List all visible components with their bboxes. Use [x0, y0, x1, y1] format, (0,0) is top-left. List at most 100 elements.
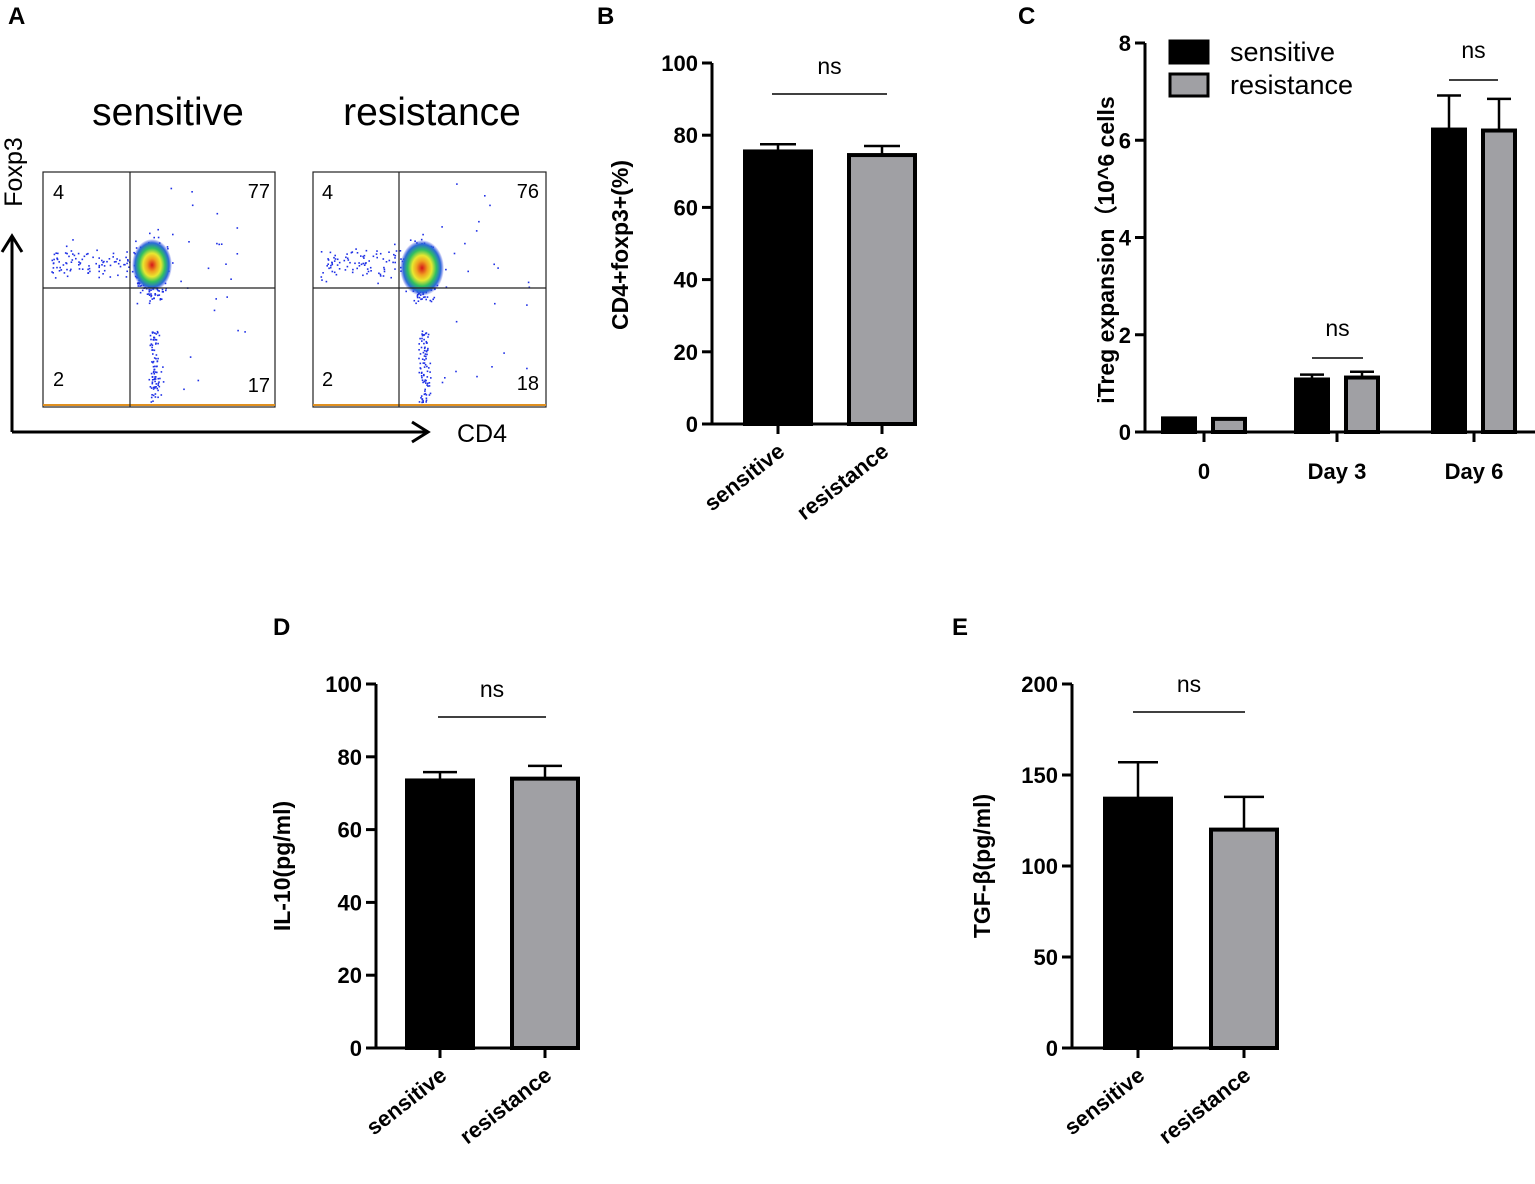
flow-event-dot	[58, 270, 61, 272]
flow-event-dot	[362, 274, 364, 277]
flow-event-dot	[425, 357, 427, 360]
flow-event-dot	[425, 350, 428, 352]
flow-event-dot	[70, 268, 72, 271]
y-tick-label: 0	[686, 412, 698, 437]
flow-event-dot	[455, 370, 457, 373]
flow-event-dot	[364, 262, 367, 265]
flow-event-dot	[157, 389, 159, 392]
flow-event-dot	[372, 255, 375, 258]
flow-event-dot	[154, 365, 156, 368]
flow-event-dot	[113, 261, 116, 263]
legend-label-resistance: resistance	[1230, 70, 1353, 100]
flow-event-dot	[346, 253, 348, 255]
y-tick-label: 80	[674, 123, 698, 148]
flow-event-dot	[159, 298, 162, 300]
flow-event-dot	[141, 289, 144, 292]
flow-event-dot	[152, 365, 155, 368]
flow-event-dot	[420, 346, 423, 349]
flow-event-dot	[150, 387, 153, 389]
flow-event-dot	[66, 275, 69, 278]
flow-event-dot	[139, 285, 141, 287]
flow-event-dot	[424, 364, 427, 366]
y-tick-label: 0	[350, 1036, 362, 1061]
legend-label-sensitive: sensitive	[1230, 37, 1335, 67]
flow-event-dot	[422, 334, 425, 336]
flow-event-dot	[78, 264, 80, 266]
flow-event-dot	[115, 260, 117, 263]
flow-event-dot	[503, 352, 505, 354]
x-tick-label: sensitive	[1059, 1062, 1149, 1140]
flow-event-dot	[405, 290, 407, 293]
bar-sensitive	[405, 778, 475, 1051]
flow-event-dot	[345, 256, 347, 259]
flow-event-dot	[360, 255, 362, 257]
y-tick-label: 6	[1119, 128, 1131, 153]
flow-event-dot	[216, 242, 218, 245]
flow-event-dot	[151, 361, 153, 363]
flow-event-dot	[128, 266, 130, 268]
quadrant-bottom-right: 17	[248, 375, 270, 397]
flow-event-dot	[155, 386, 157, 388]
flow-event-dot	[369, 266, 372, 269]
flow-event-dot	[55, 252, 57, 254]
flow-event-dot	[146, 293, 149, 295]
flow-event-dot	[420, 395, 423, 397]
flow-event-dot	[157, 289, 159, 292]
flow-event-dot	[157, 332, 159, 334]
flow-event-dot	[420, 238, 423, 241]
flow-event-dot	[421, 337, 423, 340]
flow-event-dot	[425, 355, 427, 358]
flow-event-dot	[159, 377, 161, 380]
flow-event-dot	[149, 232, 151, 235]
bar-resistance	[1344, 375, 1380, 435]
y-tick-label: 50	[1034, 945, 1058, 970]
flow-event-dot	[382, 275, 385, 277]
flow-event-dot	[427, 336, 429, 338]
flow-event-dot	[429, 299, 432, 302]
flow-event-dot	[365, 249, 368, 252]
flow-event-dot	[394, 254, 397, 257]
flow-event-dot	[151, 298, 154, 300]
flow-event-dot	[56, 266, 58, 269]
x-tick-label: 0	[1198, 459, 1210, 484]
flow-event-dot	[155, 354, 158, 356]
y-tick-label: 8	[1119, 31, 1131, 56]
flow-event-dot	[346, 265, 349, 268]
flow-event-dot	[237, 329, 239, 332]
y-axis-label: TGF-β(pg/ml)	[969, 794, 995, 938]
flow-event-dot	[59, 266, 61, 269]
flow-event-dot	[399, 250, 402, 252]
flow-event-dot	[158, 294, 161, 296]
flow-event-dot	[58, 261, 60, 263]
flow-event-dot	[127, 260, 129, 262]
flow-event-dot	[422, 381, 424, 384]
flow-event-dot	[137, 285, 140, 287]
flow-event-dot	[62, 264, 65, 266]
flow-density-hotspot	[400, 240, 444, 296]
flow-event-dot	[152, 400, 154, 402]
y-tick-label: 60	[674, 195, 698, 220]
flow-event-dot	[87, 272, 90, 274]
flow-event-dot	[136, 282, 139, 284]
flow-event-dot	[362, 262, 365, 265]
flow-event-dot	[429, 362, 432, 365]
bar-sensitive	[743, 149, 813, 426]
flow-event-dot	[119, 259, 121, 262]
flow-event-dot	[151, 332, 154, 334]
flow-event-dot	[158, 290, 160, 292]
flow-event-dot	[102, 273, 104, 275]
flow-event-dot	[368, 260, 370, 262]
flow-event-dot	[400, 258, 402, 260]
flow-event-dot	[453, 252, 456, 255]
flow-event-dot	[355, 248, 357, 250]
flow-event-dot	[347, 259, 350, 261]
flow-event-dot	[352, 268, 354, 271]
flow-event-dot	[414, 240, 416, 242]
panel-label-d: D	[273, 614, 290, 641]
flow-event-dot	[425, 399, 428, 402]
bar-sensitive	[1103, 796, 1173, 1050]
flow-event-dot	[157, 396, 159, 399]
flow-event-dot	[244, 331, 246, 333]
flow-event-dot	[160, 371, 163, 373]
flow-event-dot	[424, 392, 427, 395]
